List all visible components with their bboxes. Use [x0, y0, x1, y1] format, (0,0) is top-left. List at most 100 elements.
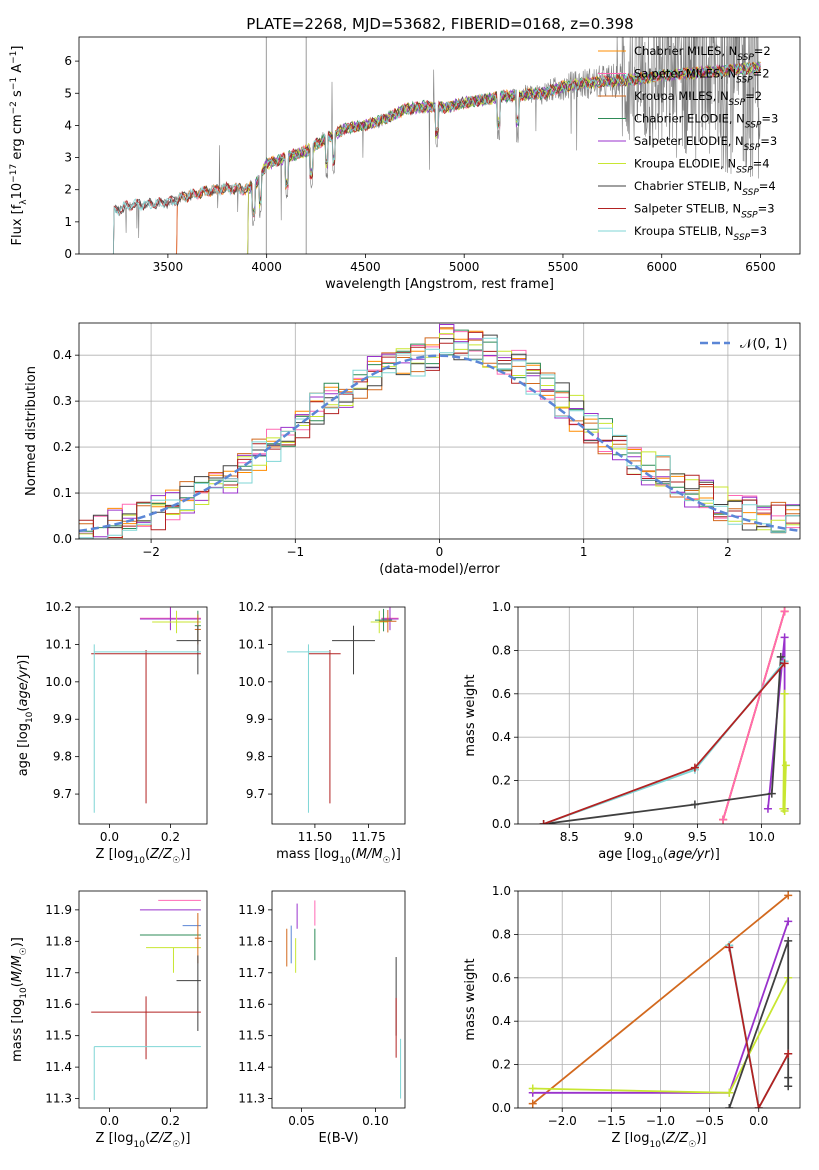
mass-weight-marker-kroupa_elodie — [781, 761, 790, 770]
chart-residuals: −2 −1 0 1 2 0.0 0.1 0.2 0.3 0.4 𝒩(0, 1) (data-model… — [24, 322, 801, 577]
y-tick-label: 11.4 — [238, 1060, 265, 1074]
y-tick-label: 0.2 — [53, 440, 72, 454]
x-tick-label: 4500 — [350, 260, 381, 274]
mass-weight-marker-salpeter_miles — [780, 607, 789, 616]
plot-area — [91, 607, 201, 813]
y-tick-label: 10.1 — [238, 637, 265, 651]
mass-weight-line-salpeter_stelib — [543, 662, 786, 824]
y-tick-label: 9.9 — [246, 712, 265, 726]
y-tick-label: 0.4 — [492, 730, 511, 744]
y-tick-label: 0.2 — [492, 774, 511, 788]
y-tick-label: 0.6 — [492, 971, 511, 985]
y-tick-label: 11.9 — [238, 903, 265, 917]
residual-hist-salpeter_stelib — [79, 331, 800, 539]
x-axis-label: Z [log10(Z/Z☉)] — [96, 847, 191, 866]
legend-entry: Salpeter STELIB, NSSP=3 — [634, 202, 775, 221]
y-tick-label: 5 — [64, 86, 72, 100]
axes-frame — [78, 606, 208, 825]
mass-weight-line-kroupa_elodie — [782, 693, 787, 812]
mass-weight-line-kroupa_stelib — [543, 660, 786, 824]
plot-area — [112, 37, 761, 254]
y-tick-label: 0.0 — [53, 532, 72, 546]
x-tick-label: 11.75 — [351, 830, 385, 844]
mass-weight-marker-kroupa_miles — [784, 891, 793, 900]
mass-weight-marker-chabrier_stelib — [690, 800, 699, 809]
x-tick-label: 5000 — [449, 260, 480, 274]
y-tick-label: 11.3 — [45, 1092, 72, 1106]
y-axis-label: mass weight — [463, 958, 478, 1040]
y-tick-label: 10.2 — [45, 600, 72, 614]
x-tick-label: 2 — [724, 545, 732, 559]
x-tick-label: 6500 — [745, 260, 776, 274]
x-tick-label: −0.5 — [695, 1114, 724, 1128]
mass-weight-marker-chabrier_stelib — [725, 1104, 734, 1108]
mass-weight-marker-salpeter_elodie — [784, 917, 793, 926]
x-tick-label: 4000 — [251, 260, 282, 274]
plot-area — [91, 899, 201, 1101]
y-tick-label: 9.7 — [53, 787, 72, 801]
y-tick-label: 0.4 — [53, 348, 72, 362]
y-tick-label: 0.8 — [492, 927, 511, 941]
axes-frame — [78, 890, 208, 1109]
x-axis-label: E(B-V) — [318, 1131, 358, 1146]
y-tick-label: 2 — [64, 183, 72, 197]
x-tick-label: 0.0 — [749, 1114, 768, 1128]
mass-weight-marker-salpeter_elodie — [763, 804, 772, 813]
x-tick-label: −2.0 — [548, 1114, 577, 1128]
plot-area — [286, 900, 402, 1099]
y-tick-label: 11.5 — [45, 1029, 72, 1043]
legend-entry: Chabrier MILES, NSSP=2 — [634, 44, 771, 63]
gaussian-curve — [79, 354, 800, 533]
mass-weight-marker-salpeter_stelib — [725, 943, 734, 952]
plot-area — [79, 323, 800, 539]
mass-weight-marker-chabrier_stelib — [767, 789, 776, 798]
x-tick-label: 1 — [580, 545, 588, 559]
mass-weight-line-salpeter_stelib — [728, 947, 789, 1108]
legend-entry: Kroupa STELIB, NSSP=3 — [634, 224, 767, 243]
y-tick-label: 0.6 — [492, 687, 511, 701]
mass-weight-marker-chabrier_stelib — [784, 1073, 793, 1082]
x-axis-label: wavelength [Angstrom, rest frame] — [325, 277, 554, 292]
x-tick-label: 5500 — [548, 260, 579, 274]
y-tick-label: 11.8 — [238, 934, 265, 948]
x-tick-label: 0.0 — [100, 1114, 119, 1128]
legend-entry: 𝒩(0, 1) — [740, 337, 787, 352]
y-axis-label: Normed distribution — [24, 366, 39, 496]
x-tick-label: 0.2 — [161, 1114, 180, 1128]
mass-weight-marker-salpeter_elodie — [780, 633, 789, 642]
plot-area — [518, 891, 800, 1108]
y-tick-label: 9.8 — [53, 750, 72, 764]
mass-weight-line-chabrier_stelib — [728, 940, 790, 1108]
plot-area — [287, 607, 399, 813]
y-tick-label: 11.4 — [45, 1060, 72, 1074]
x-axis-label: Z [log10(Z/Z☉)] — [96, 1131, 191, 1150]
y-tick-label: 4 — [64, 118, 72, 132]
legend-entry: Salpeter ELODIE, NSSP=3 — [634, 134, 777, 153]
y-tick-label: 11.3 — [238, 1092, 265, 1106]
x-tick-label: 6000 — [646, 260, 677, 274]
axes-frame — [271, 890, 406, 1109]
y-tick-label: 0.8 — [492, 643, 511, 657]
x-tick-label: 0 — [436, 545, 444, 559]
mass-weight-marker-kroupa_miles — [528, 1099, 537, 1108]
x-tick-label: 0.2 — [161, 830, 180, 844]
y-tick-label: 0.1 — [53, 486, 72, 500]
legend-entry: Kroupa MILES, NSSP=2 — [634, 89, 762, 108]
chart-mass_vs_Z: 0.0 0.2 11.3 11.4 11.5 11.6 11.7 11.8 11.9 Z [log… — [10, 890, 208, 1150]
chart-mass_vs_ebv: 0.05 0.10 11.3 11.4 11.5 11.6 11.7 11.8 11.9 E(B-… — [238, 890, 406, 1146]
mass-weight-marker-salpeter_stelib — [690, 763, 699, 772]
mass-weight-marker-chabrier_stelib — [784, 936, 793, 945]
chart-mass_weight_vs_age: 8.5 9.0 9.5 10.0 0.0 0.2 0.4 0.6 0.8 1.0 age [log1… — [463, 600, 801, 866]
x-tick-label: 11.50 — [298, 830, 332, 844]
mass-weight-marker-kroupa_elodie — [725, 1088, 734, 1097]
y-tick-label: 11.6 — [238, 997, 265, 1011]
y-tick-label: 1.0 — [492, 600, 511, 614]
mass-weight-marker-chabrier_stelib — [776, 652, 785, 661]
y-tick-label: 11.9 — [45, 903, 72, 917]
x-tick-label: 10.0 — [748, 830, 775, 844]
y-tick-label: 11.6 — [45, 997, 72, 1011]
mass-weight-marker-salpeter_stelib — [784, 1049, 793, 1058]
y-tick-label: 10.2 — [238, 600, 265, 614]
legend-entry: Salpeter MILES, NSSP=2 — [634, 67, 770, 86]
mass-weight-marker-salpeter_stelib — [780, 659, 789, 668]
